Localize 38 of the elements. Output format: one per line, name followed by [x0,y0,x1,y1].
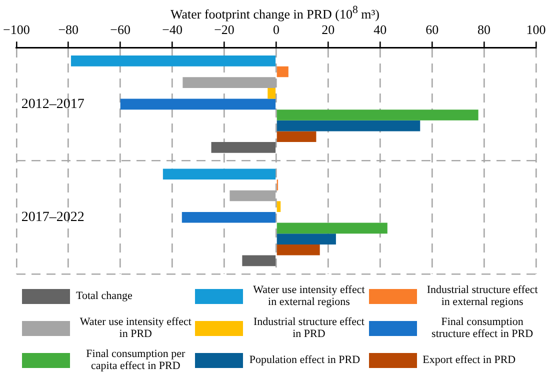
legend-label: Industrial structure effect in external regions [426,284,539,308]
legend-label: Water use intensity effect in external regions [252,284,366,308]
bar [211,142,276,153]
x-tick-label: −40 [162,22,182,38]
bar [268,88,276,99]
x-tick-label: −60 [110,22,131,38]
x-tick-label: 60 [426,22,439,38]
legend-label: Population effect in PRD [249,354,360,366]
legend-label: Export effect in PRD [422,354,516,366]
bar [182,212,276,223]
x-tick-label: 40 [374,22,387,38]
x-tick-label: −80 [58,22,79,38]
bar [70,56,276,66]
x-tick-label: 80 [478,22,491,38]
bar [276,110,478,120]
x-tick-label: 100 [526,22,546,38]
legend-label: Final consumption structure effect in PRD [430,316,534,340]
legend-label: Industrial structure effect in PRD [252,316,366,340]
bar [276,234,336,244]
bar [276,222,388,234]
bar [120,98,276,110]
bar [276,201,281,212]
legend-label: Water use intensity effect in PRD [78,316,192,340]
x-tick-label: −20 [214,22,234,38]
x-axis-title: Water footprint change in PRD (10$^{8}$ m³) [169,3,380,22]
x-tick-label: −100 [2,22,30,38]
legend-label: Total change [76,290,132,302]
bar [242,255,276,266]
y-tick-label: 2017–2022 [21,210,84,226]
x-tick-label: 20 [322,22,335,38]
bar [162,168,276,180]
bar [276,120,420,132]
x-tick-label: 0 [272,22,280,38]
bar [276,131,316,142]
y-tick-label: 2012–2017 [21,96,84,112]
bar [276,244,320,256]
bar [276,66,288,78]
legend-label: Final consumption per capita effect in PRD [85,348,186,372]
